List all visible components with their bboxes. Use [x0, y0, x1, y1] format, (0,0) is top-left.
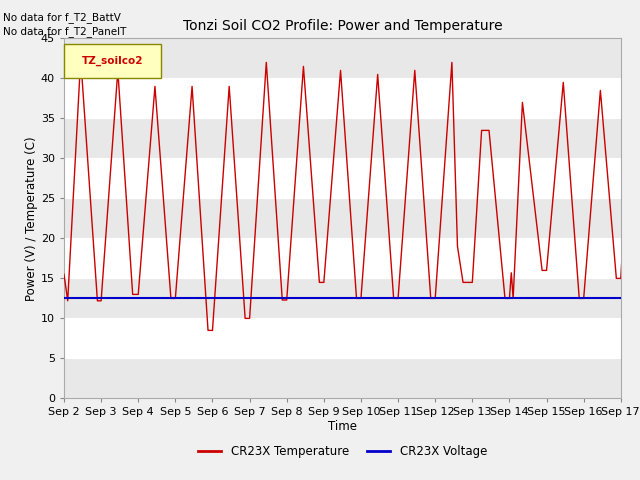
Bar	[64, 318, 621, 359]
X-axis label: Time: Time	[328, 420, 357, 433]
Legend: CR23X Temperature, CR23X Voltage: CR23X Temperature, CR23X Voltage	[193, 440, 492, 463]
Bar	[64, 38, 621, 78]
Text: No data for f_T2_BattV: No data for f_T2_BattV	[3, 12, 121, 23]
Bar	[64, 278, 621, 318]
Bar	[64, 198, 621, 239]
Bar	[64, 78, 621, 119]
Bar	[64, 158, 621, 198]
Text: No data for f_T2_PanelT: No data for f_T2_PanelT	[3, 26, 127, 37]
Bar	[64, 119, 621, 158]
FancyBboxPatch shape	[64, 44, 161, 78]
Title: Tonzi Soil CO2 Profile: Power and Temperature: Tonzi Soil CO2 Profile: Power and Temper…	[182, 19, 502, 33]
Bar	[64, 359, 621, 398]
Text: TZ_soilco2: TZ_soilco2	[82, 56, 143, 66]
Y-axis label: Power (V) / Temperature (C): Power (V) / Temperature (C)	[25, 136, 38, 300]
Bar	[64, 239, 621, 278]
